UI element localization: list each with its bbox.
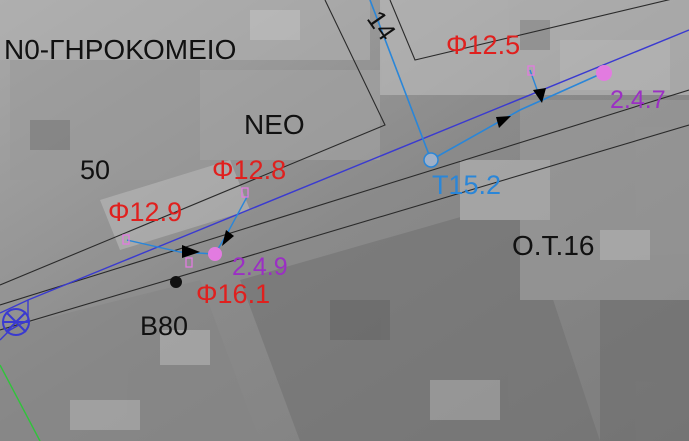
label-nursing-home: N0-ΓΗΡΟΚΟΜΕΙΟ (4, 34, 237, 65)
aerial-speckle (30, 10, 650, 430)
label-diameter-12-5[interactable]: Φ12.5 (446, 30, 521, 60)
valve-node-icon[interactable] (208, 247, 222, 261)
hydrant-symbol-icon[interactable] (2, 308, 30, 336)
parcel-outlines (0, 0, 689, 331)
label-node-2-4-7[interactable]: 2.4.7 (610, 86, 666, 114)
valve-node-icon[interactable] (423, 152, 439, 168)
water-line (369, 0, 606, 161)
label-block-ot16: O.T.16 (512, 230, 595, 261)
label-diameter-16-1[interactable]: Φ16.1 (196, 279, 271, 309)
label-node-2-4-9[interactable]: 2.4.9 (232, 253, 288, 281)
valve-node-icon[interactable] (596, 65, 612, 81)
label-diameter-12-9[interactable]: Φ12.9 (108, 197, 183, 227)
green-boundary-line (0, 364, 41, 441)
flow-arrow-icon (182, 88, 546, 258)
label-t15-2[interactable]: T15.2 (432, 170, 502, 200)
label-neo: NEO (244, 109, 305, 140)
label-b80: B80 (140, 311, 189, 341)
service-marker-icons (122, 65, 535, 268)
borehole-dot-icon[interactable] (170, 276, 182, 288)
label-parcel-50: 50 (80, 155, 111, 185)
label-diameter-12-8[interactable]: Φ12.8 (212, 155, 287, 185)
